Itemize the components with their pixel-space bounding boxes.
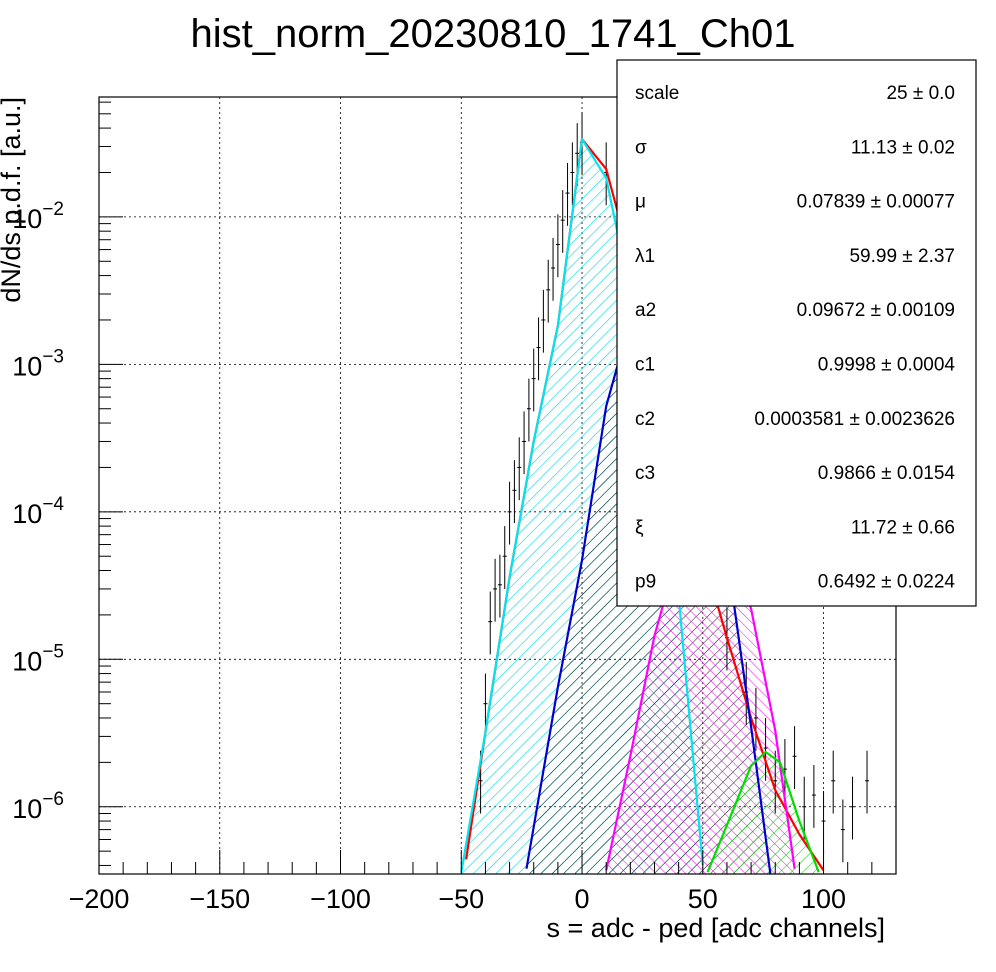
stats-param-name: c1: [635, 355, 655, 376]
stats-param-value: 0.6492 ± 0.0224: [818, 572, 956, 593]
stats-param-name: σ: [635, 137, 647, 158]
x-tick-label: 0: [575, 884, 590, 914]
stats-param-value: 0.09672 ± 0.00109: [797, 300, 955, 321]
x-tick-label: 50: [688, 884, 718, 914]
y-tick-exponent: −4: [42, 494, 64, 515]
x-tick-labels: −200 −150 −100 −50 0 50 100: [69, 884, 846, 914]
x-tick-label: −150: [189, 884, 250, 914]
stats-param-value: 0.9998 ± 0.0004: [818, 355, 956, 376]
stats-param-value: 0.07839 ± 0.00077: [797, 192, 955, 213]
fit-stats-box: scale 25 ± 0.0 σ 11.13 ± 0.02 μ 0.07839 ± 0.0…: [616, 59, 977, 607]
y-axis-label: dN/ds p.d.f. [a.u.]: [0, 97, 26, 303]
y-tick-exponent: −5: [42, 641, 64, 662]
y-tick-exponent: −6: [42, 789, 64, 810]
x-axis-label: s = adc - ped [adc channels]: [547, 913, 885, 943]
stats-param-value: 0.9866 ± 0.0154: [818, 463, 956, 484]
y-tick-label: 10−6: [12, 789, 64, 824]
stats-param-name: c3: [635, 463, 655, 484]
stats-param-value: 59.99 ± 2.37: [849, 246, 955, 267]
chart-title: hist_norm_20230810_1741_Ch01: [191, 12, 796, 56]
stats-param-name: μ: [635, 192, 646, 213]
y-tick-exponent: −2: [42, 199, 64, 220]
stats-box-frame: [616, 59, 977, 607]
x-tick-label: −50: [438, 884, 484, 914]
series-line: [706, 750, 820, 873]
y-tick-label: 10−3: [12, 346, 64, 381]
axis-ticks: [98, 101, 897, 874]
stats-param-name: c2: [635, 409, 655, 430]
x-tick-label: −200: [69, 884, 130, 914]
stats-param-name: λ1: [635, 246, 655, 267]
y-tick-label: 10−4: [12, 494, 64, 529]
y-tick-label: 10−5: [12, 641, 64, 676]
stats-param-value: 0.0003581 ± 0.0023626: [754, 409, 955, 430]
stats-param-name: a2: [635, 300, 656, 321]
stats-param-value: 11.13 ± 0.02: [851, 137, 955, 158]
stats-param-name: p9: [635, 572, 656, 593]
stats-param-name: scale: [635, 83, 679, 104]
x-tick-label: 100: [801, 884, 846, 914]
stats-param-value: 11.72 ± 0.66: [851, 517, 955, 538]
y-tick-exponent: −3: [42, 346, 64, 367]
stats-param-name: ξ: [635, 517, 644, 538]
x-tick-label: −100: [310, 884, 371, 914]
stats-param-value: 25 ± 0.0: [886, 83, 955, 104]
